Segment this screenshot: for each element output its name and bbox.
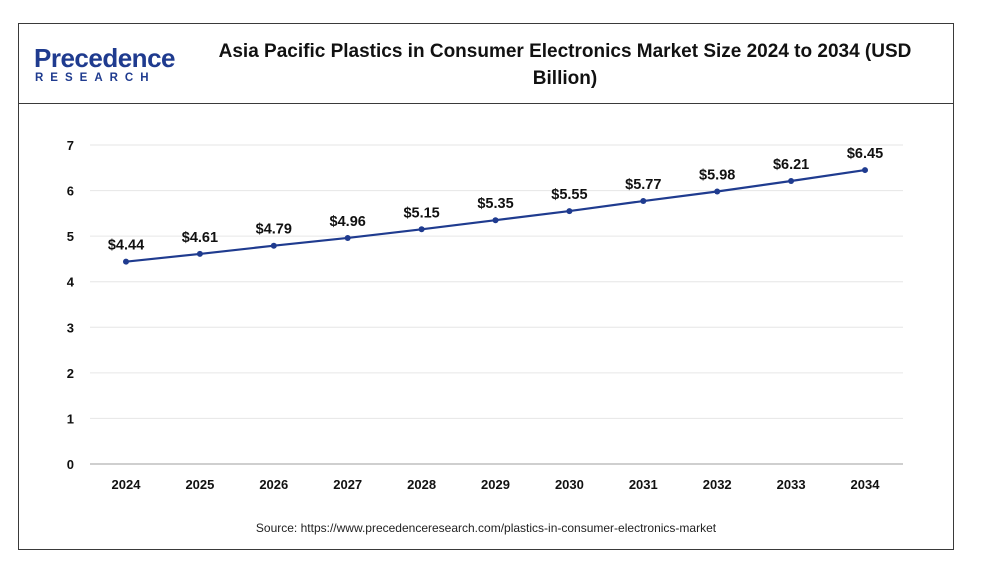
data-label: $5.98 bbox=[699, 167, 735, 183]
data-point bbox=[418, 226, 425, 233]
data-point bbox=[714, 188, 721, 195]
chart-frame bbox=[18, 23, 954, 550]
data-point bbox=[862, 167, 868, 174]
x-tick-label: 2030 bbox=[555, 477, 584, 492]
data-point bbox=[123, 258, 129, 265]
chart-title: Asia Pacific Plastics in Consumer Electr… bbox=[218, 41, 912, 89]
data-point bbox=[270, 242, 277, 249]
y-tick-label: 6 bbox=[67, 184, 74, 199]
data-label: $4.79 bbox=[256, 222, 292, 238]
grid-lines bbox=[90, 144, 903, 465]
series-group bbox=[123, 167, 868, 265]
y-tick-label: 4 bbox=[67, 275, 75, 290]
x-tick-label: 2031 bbox=[629, 477, 658, 492]
data-point bbox=[344, 234, 351, 241]
y-tick-label: 3 bbox=[67, 320, 74, 335]
data-label: $5.35 bbox=[477, 196, 513, 212]
y-tick-label: 5 bbox=[67, 229, 74, 244]
x-tick-label: 2033 bbox=[777, 477, 806, 492]
x-tick-label: 2034 bbox=[851, 477, 881, 492]
data-label: $4.44 bbox=[108, 238, 144, 254]
data-label: $4.61 bbox=[182, 230, 218, 246]
x-tick-label: 2027 bbox=[333, 477, 362, 492]
header-divider bbox=[18, 103, 954, 104]
source-note: Source: https://www.precedenceresearch.c… bbox=[255, 521, 717, 535]
x-tick-label: 2029 bbox=[481, 477, 510, 492]
x-tick-label: 2025 bbox=[185, 477, 214, 492]
y-tick-label: 2 bbox=[67, 366, 74, 381]
data-point bbox=[492, 217, 499, 224]
y-axis-ticks: 0 1 2 3 4 5 6 7 bbox=[67, 138, 75, 472]
logo-subtitle: RESEARCH bbox=[35, 72, 156, 84]
series-line bbox=[125, 168, 866, 263]
data-label: $5.15 bbox=[403, 205, 439, 221]
data-label: $5.77 bbox=[625, 177, 661, 193]
logo-wordmark: Precedence bbox=[34, 43, 175, 73]
x-tick-label: 2026 bbox=[259, 477, 288, 492]
x-tick-label: 2032 bbox=[703, 477, 732, 492]
y-tick-label: 7 bbox=[67, 138, 74, 153]
data-point bbox=[196, 250, 203, 257]
data-point bbox=[640, 198, 647, 205]
data-point bbox=[788, 178, 795, 185]
y-tick-label: 1 bbox=[67, 411, 74, 426]
data-label: $6.45 bbox=[847, 146, 883, 162]
data-point bbox=[566, 208, 573, 215]
x-tick-label: 2028 bbox=[407, 477, 436, 492]
data-label: $5.55 bbox=[551, 187, 587, 203]
x-tick-label: 2024 bbox=[112, 477, 142, 492]
data-labels: $4.44 $4.61 $4.79 $4.96 $5.15 $5.35 $5.55 $5.77… bbox=[108, 146, 883, 254]
x-axis-ticks: 2024 2025 2026 2027 2028 2029 2030 2031 2032 2033… bbox=[112, 477, 881, 492]
data-label: $4.96 bbox=[330, 214, 366, 230]
brand-logo: Precedence RESEARCH bbox=[34, 44, 184, 88]
y-tick-label: 0 bbox=[67, 457, 74, 472]
data-label: $6.21 bbox=[773, 157, 809, 173]
